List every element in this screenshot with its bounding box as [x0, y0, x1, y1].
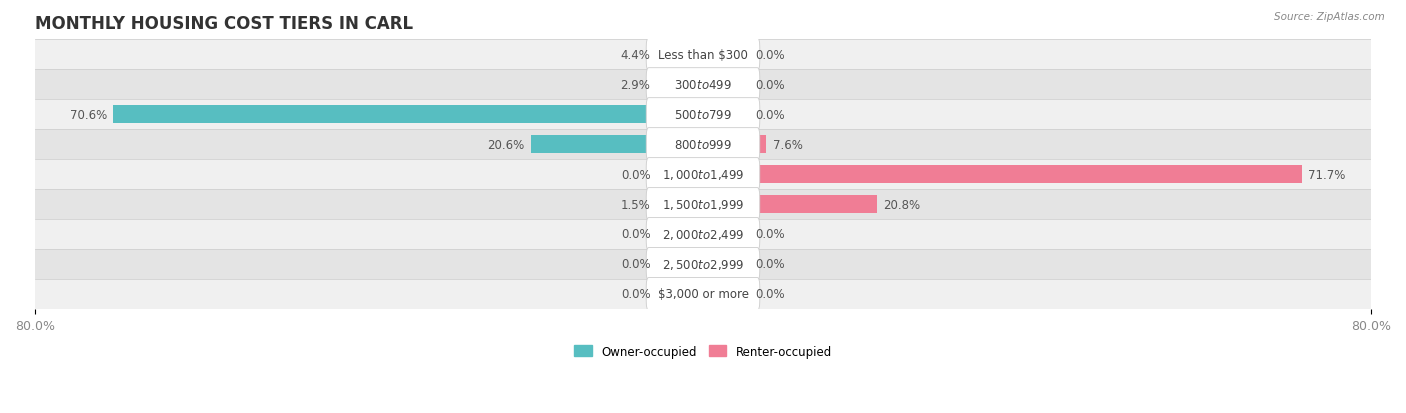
FancyBboxPatch shape: [647, 248, 759, 281]
FancyBboxPatch shape: [647, 39, 759, 71]
Bar: [531, 136, 703, 153]
Text: $300 to $499: $300 to $499: [673, 78, 733, 91]
Text: $1,500 to $1,999: $1,500 to $1,999: [662, 197, 744, 211]
Text: 0.0%: 0.0%: [755, 48, 785, 62]
Text: $500 to $799: $500 to $799: [673, 108, 733, 121]
Text: 0.0%: 0.0%: [621, 288, 651, 301]
Bar: [657, 166, 703, 183]
Text: 20.8%: 20.8%: [883, 198, 921, 211]
Bar: [35, 130, 1371, 160]
FancyBboxPatch shape: [647, 128, 759, 161]
Text: 20.6%: 20.6%: [486, 138, 524, 151]
Text: 0.0%: 0.0%: [621, 168, 651, 181]
Text: 71.7%: 71.7%: [1309, 168, 1346, 181]
Text: 0.0%: 0.0%: [755, 258, 785, 271]
Bar: [703, 196, 877, 213]
Text: 1.5%: 1.5%: [620, 198, 651, 211]
Bar: [35, 70, 1371, 100]
Bar: [657, 256, 703, 273]
Text: 2.9%: 2.9%: [620, 78, 651, 91]
FancyBboxPatch shape: [647, 218, 759, 251]
Bar: [657, 196, 703, 213]
Bar: [703, 256, 749, 273]
Bar: [35, 40, 1371, 70]
Bar: [703, 285, 749, 303]
FancyBboxPatch shape: [647, 278, 759, 311]
Text: $3,000 or more: $3,000 or more: [658, 288, 748, 301]
Text: $2,500 to $2,999: $2,500 to $2,999: [662, 257, 744, 271]
Bar: [657, 285, 703, 303]
Bar: [35, 279, 1371, 309]
FancyBboxPatch shape: [647, 188, 759, 221]
Bar: [35, 100, 1371, 130]
Bar: [657, 46, 703, 64]
Bar: [35, 219, 1371, 249]
Bar: [703, 46, 749, 64]
Bar: [35, 160, 1371, 190]
FancyBboxPatch shape: [647, 158, 759, 191]
Bar: [35, 249, 1371, 279]
Legend: Owner-occupied, Renter-occupied: Owner-occupied, Renter-occupied: [569, 340, 837, 363]
FancyBboxPatch shape: [647, 69, 759, 101]
Text: 0.0%: 0.0%: [755, 108, 785, 121]
Bar: [657, 76, 703, 94]
Text: 0.0%: 0.0%: [755, 288, 785, 301]
Text: MONTHLY HOUSING COST TIERS IN CARL: MONTHLY HOUSING COST TIERS IN CARL: [35, 15, 413, 33]
Bar: [703, 76, 749, 94]
Text: 0.0%: 0.0%: [755, 228, 785, 241]
Text: 4.4%: 4.4%: [620, 48, 651, 62]
Bar: [703, 226, 749, 243]
Text: 0.0%: 0.0%: [755, 78, 785, 91]
Bar: [114, 106, 703, 123]
Bar: [703, 166, 1302, 183]
Text: $2,000 to $2,499: $2,000 to $2,499: [662, 228, 744, 241]
Text: 0.0%: 0.0%: [621, 228, 651, 241]
Text: $800 to $999: $800 to $999: [673, 138, 733, 151]
Bar: [703, 106, 749, 123]
FancyBboxPatch shape: [647, 98, 759, 131]
Bar: [35, 190, 1371, 219]
Text: 70.6%: 70.6%: [69, 108, 107, 121]
Text: 7.6%: 7.6%: [773, 138, 803, 151]
Text: 0.0%: 0.0%: [621, 258, 651, 271]
Bar: [703, 136, 766, 153]
Text: Less than $300: Less than $300: [658, 48, 748, 62]
Text: Source: ZipAtlas.com: Source: ZipAtlas.com: [1274, 12, 1385, 22]
Bar: [657, 226, 703, 243]
Text: $1,000 to $1,499: $1,000 to $1,499: [662, 168, 744, 182]
